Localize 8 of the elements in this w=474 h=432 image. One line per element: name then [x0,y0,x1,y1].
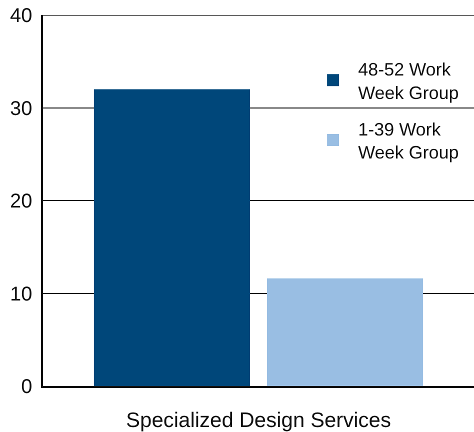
y-tick-label: 0 [21,376,32,398]
x-tick-label: Specialized Design Services [126,408,391,432]
y-tick-label: 30 [10,98,32,120]
y-tick-label: 10 [10,283,32,306]
y-tick-label: 40 [10,5,32,27]
y-tick-label: 20 [10,190,32,212]
legend-label: 1-39 Work Week Group [358,119,459,163]
legend-label: 48-52 Work Week Group [358,59,459,103]
